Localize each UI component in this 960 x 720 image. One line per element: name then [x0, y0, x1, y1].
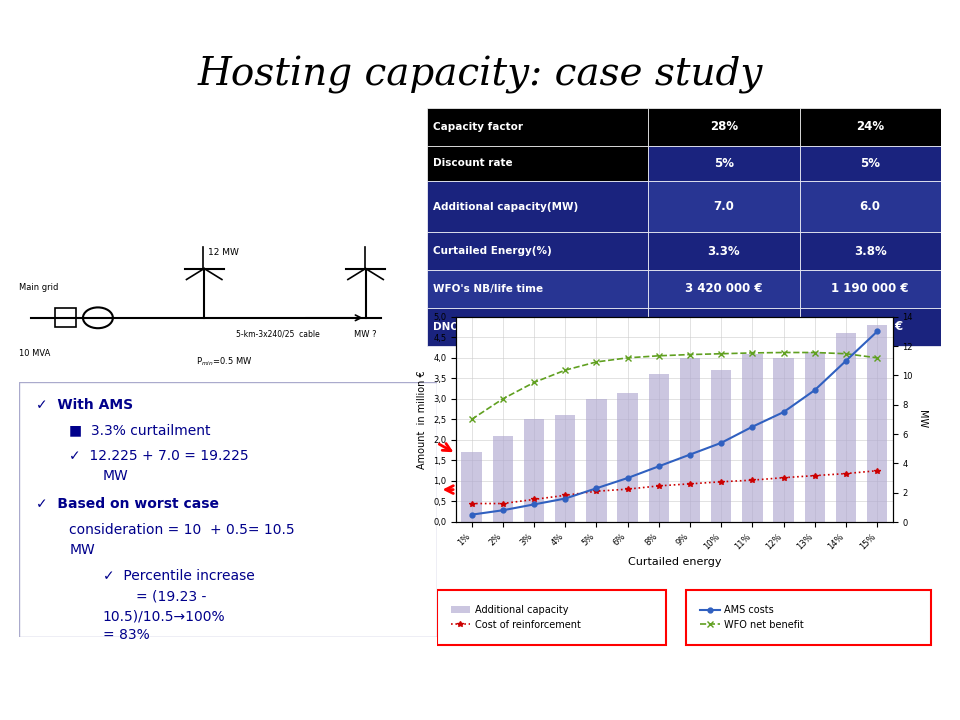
Bar	[800, 181, 941, 232]
Bar	[427, 232, 648, 270]
Bar	[648, 308, 800, 346]
Bar	[686, 590, 931, 645]
Text: 3.3%: 3.3%	[708, 245, 740, 258]
Text: 5-km-3x240/25  cable: 5-km-3x240/25 cable	[236, 330, 320, 339]
Bar	[800, 232, 941, 270]
Text: CHALMERS: CHALMERS	[17, 12, 128, 30]
Text: ■  3.3% curtailment: ■ 3.3% curtailment	[69, 423, 211, 437]
Bar	[711, 370, 732, 522]
Legend: AMS costs, WFO net benefit: AMS costs, WFO net benefit	[696, 601, 808, 634]
Bar	[524, 419, 544, 522]
Text: MW: MW	[103, 469, 129, 483]
Text: 28%: 28%	[709, 120, 738, 133]
Bar	[462, 452, 482, 522]
Text: DNO's NB/life time: DNO's NB/life time	[433, 322, 542, 332]
X-axis label: Curtailed energy: Curtailed energy	[628, 557, 721, 567]
Bar	[836, 333, 856, 522]
Text: WFO's NB/life time: WFO's NB/life time	[433, 284, 543, 294]
Text: 810 000 €: 810 000 €	[691, 320, 756, 333]
Text: P$_{min}$=0.5 MW: P$_{min}$=0.5 MW	[197, 355, 253, 368]
Bar	[648, 145, 800, 181]
Bar	[742, 354, 762, 522]
Text: MW: MW	[69, 544, 95, 557]
Bar	[617, 392, 637, 522]
Text: 6.0: 6.0	[860, 200, 880, 213]
Bar	[800, 308, 941, 346]
Text: 10.5)/10.5→100%: 10.5)/10.5→100%	[103, 610, 226, 624]
Text: 5%: 5%	[714, 157, 733, 170]
Bar	[55, 308, 76, 328]
Text: ✓  With AMS: ✓ With AMS	[36, 397, 133, 412]
Text: = 83%: = 83%	[103, 628, 150, 642]
Bar	[492, 436, 513, 522]
Text: 7.0: 7.0	[713, 200, 734, 213]
Bar	[680, 358, 700, 522]
Text: 12 MW: 12 MW	[208, 248, 239, 257]
Text: 3 420 000 €: 3 420 000 €	[685, 282, 762, 295]
Bar	[867, 325, 887, 522]
Y-axis label: Amount  in million €: Amount in million €	[418, 370, 427, 469]
Text: ✓  Percentile increase: ✓ Percentile increase	[103, 569, 254, 583]
Bar	[427, 308, 648, 346]
Text: ✓  12.225 + 7.0 = 19.225: ✓ 12.225 + 7.0 = 19.225	[69, 449, 249, 463]
Bar	[427, 145, 648, 181]
Bar	[427, 108, 648, 145]
Text: 24%: 24%	[856, 120, 884, 133]
Bar	[774, 358, 794, 522]
Bar	[800, 270, 941, 308]
Bar	[648, 270, 800, 308]
Text: 731 000 €: 731 000 €	[838, 320, 902, 333]
Bar	[427, 270, 648, 308]
Bar	[648, 108, 800, 145]
Text: Hosting capacity: case study: Hosting capacity: case study	[198, 56, 762, 94]
Bar	[555, 415, 575, 522]
Text: Capacity factor: Capacity factor	[433, 122, 523, 132]
Text: Main grid: Main grid	[19, 284, 59, 292]
Bar	[587, 399, 607, 522]
Text: consideration = 10  + 0.5= 10.5: consideration = 10 + 0.5= 10.5	[69, 523, 295, 537]
Text: 10 MVA: 10 MVA	[19, 349, 51, 358]
Bar	[648, 181, 800, 232]
Text: Additional capacity(MW): Additional capacity(MW)	[433, 202, 579, 212]
Text: 3.8%: 3.8%	[853, 245, 886, 258]
Text: Discount rate: Discount rate	[433, 158, 513, 168]
Bar	[649, 374, 669, 522]
Text: = (19.23 -: = (19.23 -	[136, 589, 206, 603]
Text: MW ?: MW ?	[354, 330, 376, 339]
Bar	[800, 145, 941, 181]
Bar	[427, 181, 648, 232]
Bar	[648, 232, 800, 270]
Text: 5%: 5%	[860, 157, 880, 170]
Bar	[800, 108, 941, 145]
Y-axis label: MW: MW	[917, 410, 927, 428]
Text: 1 190 000 €: 1 190 000 €	[831, 282, 909, 295]
Text: Curtailed Energy(%): Curtailed Energy(%)	[433, 246, 552, 256]
Text: ✓  Based on worst case: ✓ Based on worst case	[36, 498, 219, 511]
Bar	[804, 351, 825, 522]
Bar	[437, 590, 666, 645]
